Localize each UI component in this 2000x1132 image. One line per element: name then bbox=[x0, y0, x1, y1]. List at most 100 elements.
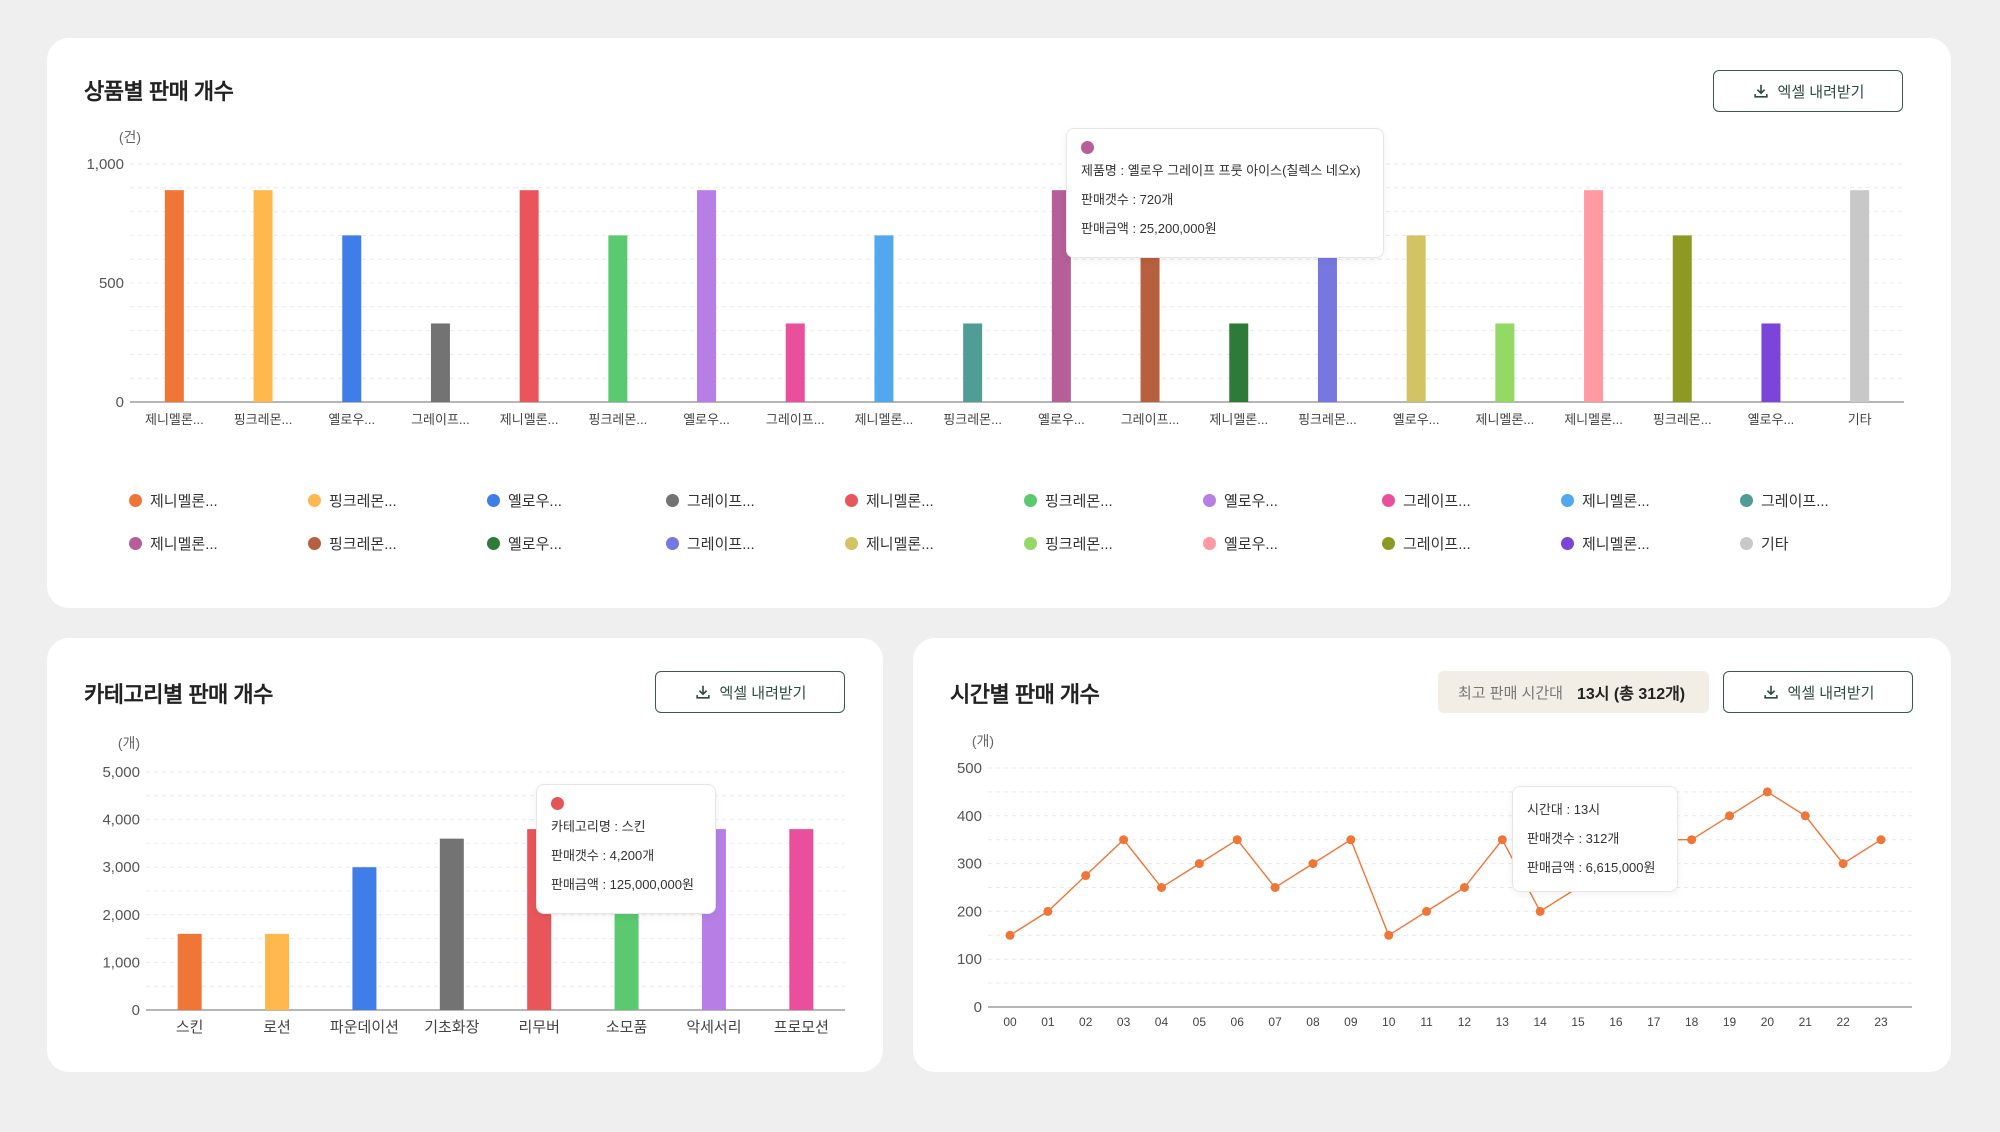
legend-item[interactable]: 옐로우... bbox=[1203, 487, 1382, 513]
x-tick-label: 파운데이션 bbox=[330, 1019, 399, 1036]
y-unit-label: (개) bbox=[972, 733, 994, 749]
y-tick-label: 300 bbox=[957, 856, 982, 873]
x-tick-label: 옐로우... bbox=[1393, 412, 1440, 427]
legend-label: 옐로우... bbox=[1224, 535, 1278, 553]
x-tick-label: 그레이프... bbox=[411, 412, 470, 427]
product-tooltip: 제품명 : 옐로우 그레이프 프룻 아이스(칠렉스 네오x) 판매갯수 : 72… bbox=[1066, 128, 1384, 258]
y-unit-label: (건) bbox=[119, 129, 141, 145]
x-tick-label: 로션 bbox=[263, 1019, 291, 1036]
data-point bbox=[1384, 930, 1394, 940]
legend-item[interactable]: 그레이프... bbox=[1382, 530, 1561, 556]
bar bbox=[1140, 235, 1160, 402]
x-tick-label: 13 bbox=[1496, 1015, 1510, 1029]
tooltip-color-dot bbox=[551, 797, 564, 810]
legend-label: 제니멜론... bbox=[150, 492, 218, 510]
y-tick-label: 500 bbox=[957, 760, 982, 777]
data-point bbox=[1119, 835, 1129, 845]
bar bbox=[265, 933, 290, 1010]
x-tick-label: 악세서리 bbox=[686, 1019, 741, 1036]
x-tick-label: 그레이프... bbox=[766, 412, 825, 427]
legend-color-dot bbox=[1203, 493, 1216, 507]
tooltip-time-count: 판매갯수 : 312개 bbox=[1527, 831, 1620, 846]
y-unit-label: (개) bbox=[118, 735, 140, 751]
tooltip-time-slot: 시간대 : 13시 bbox=[1527, 802, 1601, 817]
bar bbox=[519, 190, 539, 402]
category-bar-chart: 0 1,000 2,000 3,000 4,000 5,000 (개) 스킨 로션 파운데이션 기초… bbox=[102, 735, 845, 1036]
bar bbox=[608, 235, 628, 402]
x-tick-label: 02 bbox=[1079, 1015, 1093, 1029]
legend-item[interactable]: 그레이프... bbox=[1740, 487, 1919, 513]
legend-item[interactable]: 핑크레몬... bbox=[1024, 487, 1203, 513]
legend-item[interactable]: 핑크레몬... bbox=[308, 487, 487, 513]
bar bbox=[1495, 323, 1515, 402]
hourly-sales-card: 시간별 판매 개수 최고 판매 시간대 13시 (총 312개) 엑셀 내려받기… bbox=[913, 638, 1951, 1072]
legend-item[interactable]: 기타 bbox=[1740, 530, 1919, 556]
data-point bbox=[1156, 883, 1166, 892]
legend-item[interactable]: 그레이프... bbox=[666, 487, 845, 513]
legend-item[interactable]: 제니멜론... bbox=[1561, 487, 1740, 513]
tooltip-category-name: 카테고리명 : 스킨 bbox=[551, 819, 646, 834]
category-tooltip: 카테고리명 : 스킨 판매갯수 : 4,200개 판매금액 : 125,000,… bbox=[536, 784, 716, 914]
time-excel-download-button[interactable]: 엑셀 내려받기 bbox=[1723, 671, 1913, 713]
legend-color-dot bbox=[308, 536, 321, 550]
legend-label: 제니멜론... bbox=[1582, 492, 1650, 510]
legend-item[interactable]: 그레이프... bbox=[1382, 487, 1561, 513]
data-point bbox=[1497, 835, 1507, 845]
legend-item[interactable]: 제니멜론... bbox=[845, 530, 1024, 556]
tooltip-product-amount: 판매금액 : 25,200,000원 bbox=[1081, 221, 1217, 236]
bar bbox=[789, 829, 814, 1010]
x-tick-label: 17 bbox=[1647, 1015, 1661, 1029]
tooltip-category-amount: 판매금액 : 125,000,000원 bbox=[551, 877, 694, 892]
x-tick-label: 옐로우... bbox=[1748, 412, 1795, 427]
legend-item[interactable]: 제니멜론... bbox=[845, 487, 1024, 513]
x-tick-label: 제니멜론... bbox=[500, 412, 559, 427]
legend-item[interactable]: 옐로우... bbox=[487, 530, 666, 556]
category-excel-download-button[interactable]: 엑셀 내려받기 bbox=[655, 671, 845, 713]
legend-color-dot bbox=[129, 536, 142, 550]
x-tick-label: 그레이프... bbox=[1121, 412, 1180, 427]
x-tick-label: 12 bbox=[1458, 1015, 1472, 1029]
peak-time-badge: 최고 판매 시간대 13시 (총 312개) bbox=[1438, 671, 1709, 713]
legend-label: 핑크레몬... bbox=[1045, 535, 1113, 553]
x-tick-label: 23 bbox=[1874, 1015, 1888, 1029]
legend-item[interactable]: 그레이프... bbox=[666, 530, 845, 556]
data-point bbox=[1535, 906, 1545, 916]
product-sales-card: 상품별 판매 개수 엑셀 내려받기 0 500 1,000 (건) 제니멜론... 핑크레… bbox=[47, 38, 1951, 608]
download-label: 엑셀 내려받기 bbox=[719, 684, 807, 702]
legend-color-dot bbox=[1740, 493, 1753, 507]
data-point bbox=[1346, 835, 1356, 845]
legend-color-dot bbox=[1024, 493, 1037, 507]
bar bbox=[439, 838, 464, 1010]
bar bbox=[430, 323, 450, 402]
legend-color-dot bbox=[1382, 493, 1395, 507]
data-point bbox=[1043, 906, 1053, 916]
legend-item[interactable]: 옐로우... bbox=[1203, 530, 1382, 556]
legend-color-dot bbox=[845, 493, 858, 507]
time-tooltip: 시간대 : 13시 판매갯수 : 312개 판매금액 : 6,615,000원 bbox=[1512, 786, 1678, 892]
legend-item[interactable]: 제니멜론... bbox=[1561, 530, 1740, 556]
legend-item[interactable]: 옐로우... bbox=[487, 487, 666, 513]
legend-item[interactable]: 핑크레몬... bbox=[1024, 530, 1203, 556]
bar bbox=[1761, 323, 1781, 402]
legend-item[interactable]: 핑크레몬... bbox=[308, 530, 487, 556]
y-tick-label: 0 bbox=[116, 394, 124, 411]
x-tick-label: 소모품 bbox=[606, 1019, 647, 1036]
bar bbox=[874, 235, 894, 402]
x-tick-label: 제니멜론... bbox=[145, 412, 204, 427]
time-chart-title: 시간별 판매 개수 bbox=[950, 682, 1100, 707]
data-point bbox=[1876, 835, 1886, 845]
tooltip-product-count: 판매갯수 : 720개 bbox=[1081, 192, 1174, 207]
data-point bbox=[1308, 859, 1318, 869]
data-point bbox=[1687, 835, 1697, 845]
product-excel-download-button[interactable]: 엑셀 내려받기 bbox=[1713, 70, 1903, 112]
bar bbox=[177, 933, 202, 1010]
bar bbox=[1584, 190, 1604, 402]
x-tick-label: 핑크레몬... bbox=[234, 412, 293, 427]
legend-item[interactable]: 제니멜론... bbox=[129, 487, 308, 513]
x-tick-label: 00 bbox=[1003, 1015, 1017, 1029]
legend-color-dot bbox=[487, 536, 500, 550]
legend-item[interactable]: 제니멜론... bbox=[129, 530, 308, 556]
data-point bbox=[1194, 859, 1204, 869]
legend-color-dot bbox=[1561, 493, 1574, 507]
x-tick-label: 기초화장 bbox=[424, 1019, 479, 1036]
